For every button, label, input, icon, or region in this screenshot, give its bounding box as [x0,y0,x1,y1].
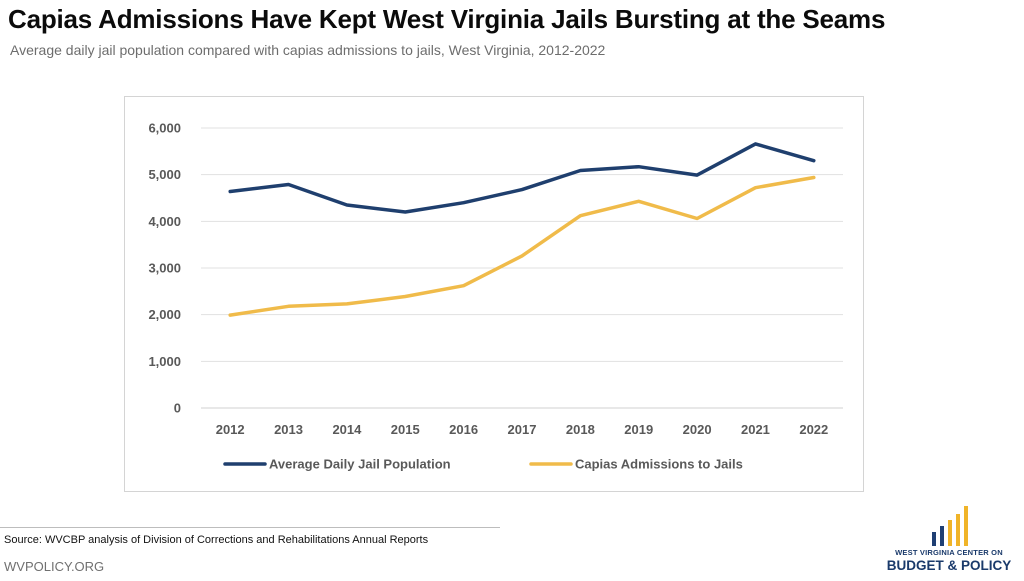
wvcbp-logo-icon [932,506,968,546]
logo-text-line2: BUDGET & POLICY [886,558,1012,573]
source-divider [0,527,500,528]
x-tick-label: 2021 [741,422,770,437]
x-tick-label: 2022 [799,422,828,437]
logo-bar [956,514,960,546]
y-tick-label: 4,000 [148,214,181,229]
logo-bar [932,532,936,546]
legend-label: Capias Admissions to Jails [575,457,743,472]
line-chart: 0 1,000 2,000 3,000 4,000 5,000 6,000 2012 2013… [148,121,843,472]
source-note: Source: WVCBP analysis of Division of Co… [4,534,429,546]
logo-bar [948,520,952,546]
x-tick-label: 2020 [683,422,712,437]
y-tick-label: 2,000 [148,307,181,322]
gridlines [201,127,843,409]
x-tick-label: 2012 [216,422,245,437]
y-tick-label: 5,000 [148,167,181,182]
x-tick-label: 2018 [566,422,595,437]
legend-label: Average Daily Jail Population [269,457,451,472]
x-tick-label: 2013 [274,422,303,437]
y-axis-ticks: 0 1,000 2,000 3,000 4,000 5,000 6,000 [148,121,181,416]
y-tick-label: 0 [174,401,181,416]
y-tick-label: 1,000 [148,354,181,369]
series-lines [228,142,816,317]
website-label: WVPOLICY.ORG [4,559,105,574]
legend: Average Daily Jail Population Capias Admi… [223,457,743,472]
series-line-2 [228,175,816,317]
y-tick-label: 3,000 [148,261,181,276]
x-tick-label: 2017 [508,422,537,437]
chart-frame: 0 1,000 2,000 3,000 4,000 5,000 6,000 2012 2013… [124,96,864,492]
chart-subtitle: Average daily jail population compared w… [10,42,606,58]
x-tick-label: 2015 [391,422,420,437]
x-axis-ticks: 2012 2013 2014 2015 2016 2017 2018 2019 2020 2021… [216,422,829,437]
logo-text-line1: WEST VIRGINIA CENTER ON [895,548,1003,557]
logo-bar [964,506,968,546]
x-tick-label: 2014 [332,422,362,437]
logo-bar [940,526,944,546]
chart-title: Capias Admissions Have Kept West Virgini… [8,4,886,34]
y-tick-label: 6,000 [148,121,181,136]
x-tick-label: 2019 [624,422,653,437]
x-tick-label: 2016 [449,422,478,437]
